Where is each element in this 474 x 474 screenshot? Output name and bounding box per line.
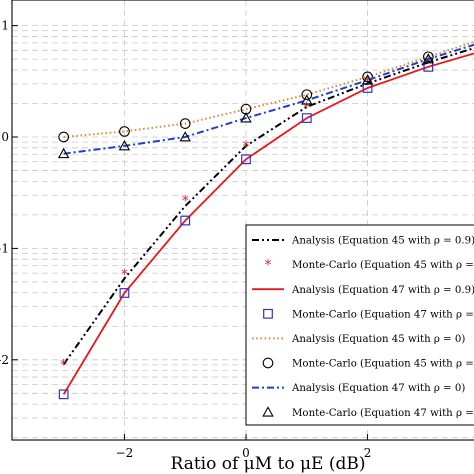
x-tick-label: 0 [242, 446, 250, 460]
y-tick-label: -2 [0, 353, 9, 367]
y-tick-label: -1 [0, 241, 9, 255]
legend-entry: Monte-Carlo (Equation 45 with ρ = 0) [262, 357, 474, 370]
series-line-0 [62, 47, 474, 365]
series-marker-7 [301, 94, 313, 105]
series-line-2 [62, 52, 474, 395]
series-marker-1: * [60, 357, 67, 373]
y-tick-label: 1 [1, 19, 9, 33]
series-marker-7 [422, 53, 435, 64]
series-marker-3 [301, 113, 312, 123]
series-marker-7 [361, 74, 374, 85]
series-marker-1: * [182, 194, 189, 210]
legend-entry: Analysis (Equation 47 with ρ = 0.9) [252, 284, 474, 296]
series-line-6 [63, 43, 474, 155]
series-marker-5 [301, 89, 313, 101]
legend-marker-sample: * [265, 258, 272, 274]
series-marker-3 [241, 154, 251, 165]
y-tick-label: 0 [1, 130, 9, 144]
series-marker-5 [179, 118, 191, 129]
x-tick-label: 2 [364, 446, 372, 460]
legend-label: Analysis (Equation 47 with ρ = 0.9) [291, 284, 474, 296]
legend-entry: Analysis (Equation 47 with ρ = 0) [252, 382, 465, 394]
series-marker-7 [179, 131, 191, 142]
legend-marker-sample [263, 308, 273, 319]
legend-label: Monte-Carlo (Equation 45 with ρ = 0) [292, 358, 474, 370]
legend-entry: Monte-Carlo (Equation 47 with ρ = 0.9) [263, 308, 474, 320]
series-marker-7 [118, 139, 131, 151]
legend-label: Analysis (Equation 47 with ρ = 0) [291, 382, 465, 394]
series-marker-1: * [121, 267, 128, 283]
legend-label: Monte-Carlo (Equation 47 with ρ = 0) [292, 407, 474, 419]
series-marker-5 [422, 51, 434, 63]
x-tick-label: −2 [116, 446, 134, 460]
legend-box [245, 224, 474, 426]
legend-entry: Analysis (Equation 45 with ρ = 0.9) [252, 235, 474, 247]
legend-entry: Monte-Carlo (Equation 47 with ρ = 0) [262, 406, 474, 419]
ticks: −2 0 2 1 0 -1 -2 [0, 19, 371, 460]
legend: Analysis (Equation 45 with ρ = 0.9) * Mont… [245, 224, 474, 426]
legend-label: Monte-Carlo (Equation 47 with ρ = 0.9) [292, 308, 474, 320]
legend-label: Analysis (Equation 45 with ρ = 0) [291, 333, 465, 345]
series-marker-5 [58, 131, 70, 143]
legend-label: Monte-Carlo (Equation 45 with ρ = 0.9) [292, 259, 474, 271]
legend-marker-sample [262, 357, 274, 369]
series-marker-1: * [364, 74, 371, 90]
series-marker-3 [119, 288, 130, 298]
series-marker-5 [119, 126, 130, 137]
series-marker-7 [240, 112, 252, 123]
series-marker-3 [58, 389, 69, 400]
series-marker-3 [180, 215, 191, 226]
series-marker-7 [57, 147, 70, 159]
series-marker-1: * [243, 139, 250, 155]
series-line-4 [63, 40, 474, 138]
legend-entry: * Monte-Carlo (Equation 45 with ρ = 0.9) [265, 258, 474, 274]
series-marker-1: * [303, 100, 310, 116]
plot-area: * * * * * * * [57, 40, 474, 400]
x-axis-label: Ratio of μM to μE (dB) [171, 454, 366, 474]
legend-label: Analysis (Equation 45 with ρ = 0.9) [291, 235, 474, 247]
series-marker-5 [362, 71, 373, 83]
legend-entry: Analysis (Equation 45 with ρ = 0) [252, 333, 465, 345]
legend-marker-sample [262, 406, 274, 417]
